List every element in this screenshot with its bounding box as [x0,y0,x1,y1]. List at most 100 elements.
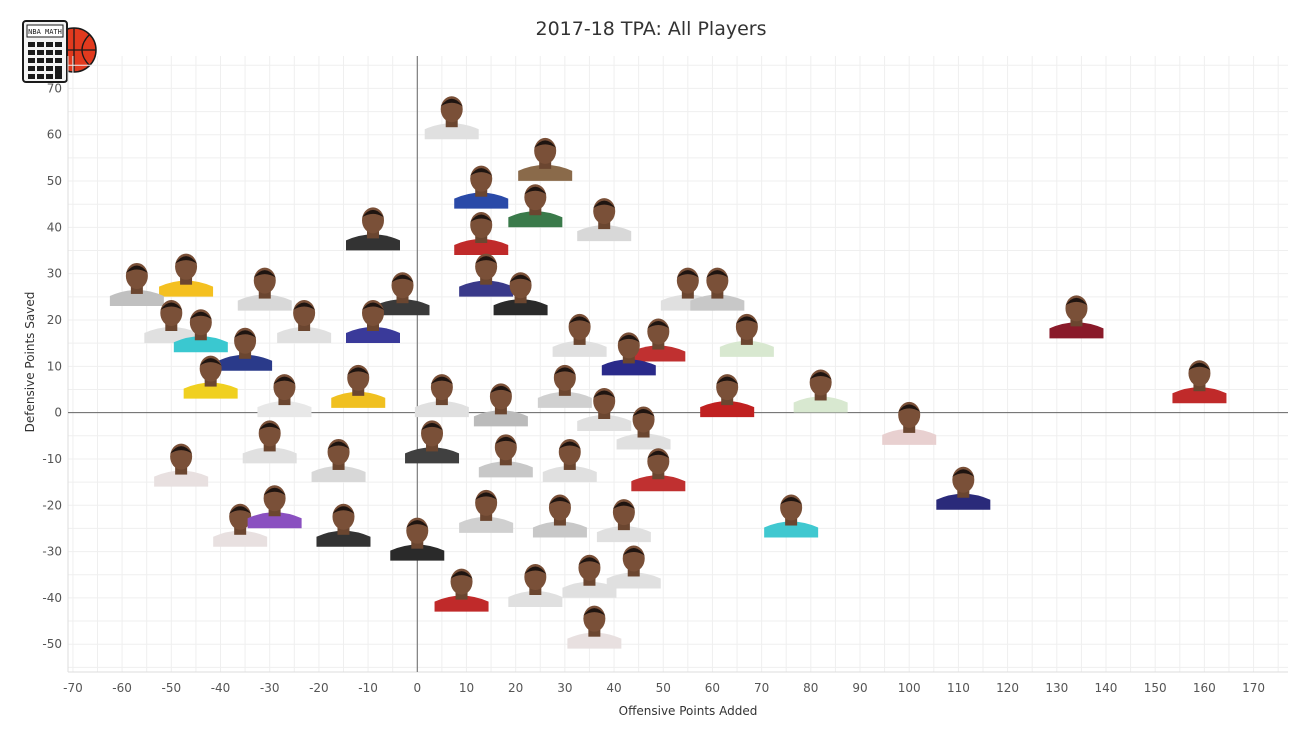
player-marker [631,448,686,492]
x-tick-label: 10 [459,681,474,695]
y-tick-label: 0 [54,406,62,420]
player-marker [459,253,514,297]
player-marker [882,401,937,445]
player-marker [793,369,848,413]
x-tick-label: -40 [211,681,231,695]
x-tick-label: -20 [309,681,329,695]
player-marker [631,318,686,362]
x-tick-label: 130 [1045,681,1068,695]
player-marker [109,262,164,306]
player-marker [1172,360,1227,404]
player-marker [493,272,548,316]
player-marker [473,383,528,427]
player-marker [478,434,533,478]
player-marker [537,364,592,408]
y-tick-label: 70 [47,81,62,95]
player-marker [700,374,755,418]
player-marker [606,545,661,589]
player-marker [577,388,632,431]
x-axis-title: Offensive Points Added [619,704,758,718]
player-marker [346,207,400,251]
y-tick-label: -50 [42,637,62,651]
player-marker [616,406,671,450]
player-marker [434,568,489,612]
y-tick-label: -30 [42,545,62,559]
x-tick-label: -50 [162,681,182,695]
x-tick-label: 80 [803,681,818,695]
player-marker [424,96,479,140]
x-tick-label: 100 [898,681,921,695]
y-tick-label: 30 [47,267,62,281]
player-marker [414,374,469,418]
y-tick-label: 60 [47,128,62,142]
player-marker [936,466,991,510]
x-tick-label: 160 [1193,681,1216,695]
player-marker [542,438,597,482]
player-marker [257,374,312,418]
x-tick-label: 40 [606,681,621,695]
chart-title: 2017-18 TPA: All Players [535,18,767,40]
y-tick-label: -20 [42,498,62,512]
player-marker [173,309,228,353]
player-marker [154,443,209,487]
y-tick-label: -40 [42,591,62,605]
player-marker [459,489,514,533]
player-marker [454,165,509,209]
x-tick-label: 170 [1242,681,1265,695]
x-tick-label: 110 [947,681,970,695]
player-marker [237,267,292,311]
player-marker [690,267,745,311]
player-marker [375,272,430,316]
x-tick-label: 140 [1095,681,1118,695]
player-marker [218,327,273,371]
svg-text:NBA MATH: NBA MATH [28,28,62,36]
player-marker [567,605,622,649]
x-tick-label: 150 [1144,681,1167,695]
x-tick-label: -70 [63,681,83,695]
y-tick-label: 40 [47,220,62,234]
player-marker [346,300,400,343]
player-marker [552,313,607,357]
player-marker [764,494,819,538]
player-marker [1049,295,1104,339]
x-tick-label: 30 [557,681,572,695]
calculator-basketball-icon: NBA MATH [22,20,97,83]
x-tick-label: -10 [358,681,378,695]
x-tick-label: 60 [705,681,720,695]
player-marker [719,313,774,357]
player-marker [532,494,587,538]
player-marker [577,198,632,242]
player-marker [277,300,332,343]
player-marker [596,499,651,543]
player-marker [159,253,214,297]
y-tick-label: -10 [42,452,62,466]
player-marker [508,564,563,607]
player-marker [518,137,573,181]
x-tick-label: -60 [112,681,132,695]
x-tick-label: 70 [754,681,769,695]
player-marker [405,420,460,464]
y-tick-label: 10 [47,359,62,373]
player-marker [311,438,366,482]
x-tick-label: -30 [260,681,280,695]
player-marker [390,517,445,561]
player-marker [183,355,238,399]
x-tick-label: 20 [508,681,523,695]
y-axis-title: Defensive Points Saved [23,292,37,433]
player-marker [316,503,371,547]
player-marker [331,364,386,408]
player-marker [562,554,617,598]
player-marker [242,420,297,464]
x-tick-label: 90 [852,681,867,695]
player-marker [454,212,509,255]
player-marker [213,503,268,547]
player-marker [601,332,656,376]
x-tick-label: 50 [656,681,671,695]
player-marker [508,184,563,228]
x-tick-label: 120 [996,681,1019,695]
x-tick-label: 0 [413,681,421,695]
player-marker [247,485,302,529]
y-tick-label: 50 [47,174,62,188]
y-tick-label: 20 [47,313,62,327]
